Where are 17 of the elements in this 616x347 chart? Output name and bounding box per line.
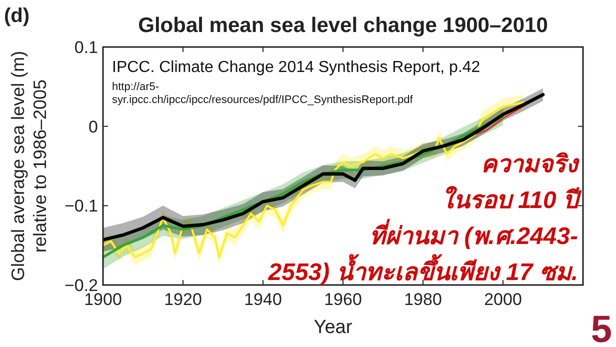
y-tick-label: 0.1 [74, 38, 98, 57]
text: 5 [590, 309, 612, 347]
y-axis-title: Global average sea level (m) relative to 1986–2005 [8, 50, 50, 282]
x-tick-label: 1960 [324, 290, 362, 309]
x-axis-title: Year [314, 317, 353, 338]
x-tick-label: 2000 [484, 290, 522, 309]
x-tick-label: 1920 [164, 290, 202, 309]
y-tick-label: 0 [88, 117, 98, 136]
x-tick-label: 1980 [404, 290, 442, 309]
chart-title: Global mean sea level change 1900–2010 [138, 14, 548, 37]
annotation: IPCC. Climate Change 2014 Synthesis Report, p.42 [112, 59, 480, 76]
y-tick-label: −0.1 [64, 196, 98, 216]
x-tick-label: 1900 [84, 290, 122, 309]
text: (d) [4, 5, 30, 27]
x-tick-label: 1940 [244, 290, 282, 309]
annotation: http://ar5- syr.ipcc.ch/ipcc/ipcc/resources/pdf/IPCC_SynthesisReport.pdf [112, 81, 414, 106]
annotation: ความจริง ในรอบ 110 ปี ที่ผ่านมา (พ.ศ.2443- 2553) น้ำทะเลขึ้นเพียง 17 ซม. [267, 151, 582, 286]
